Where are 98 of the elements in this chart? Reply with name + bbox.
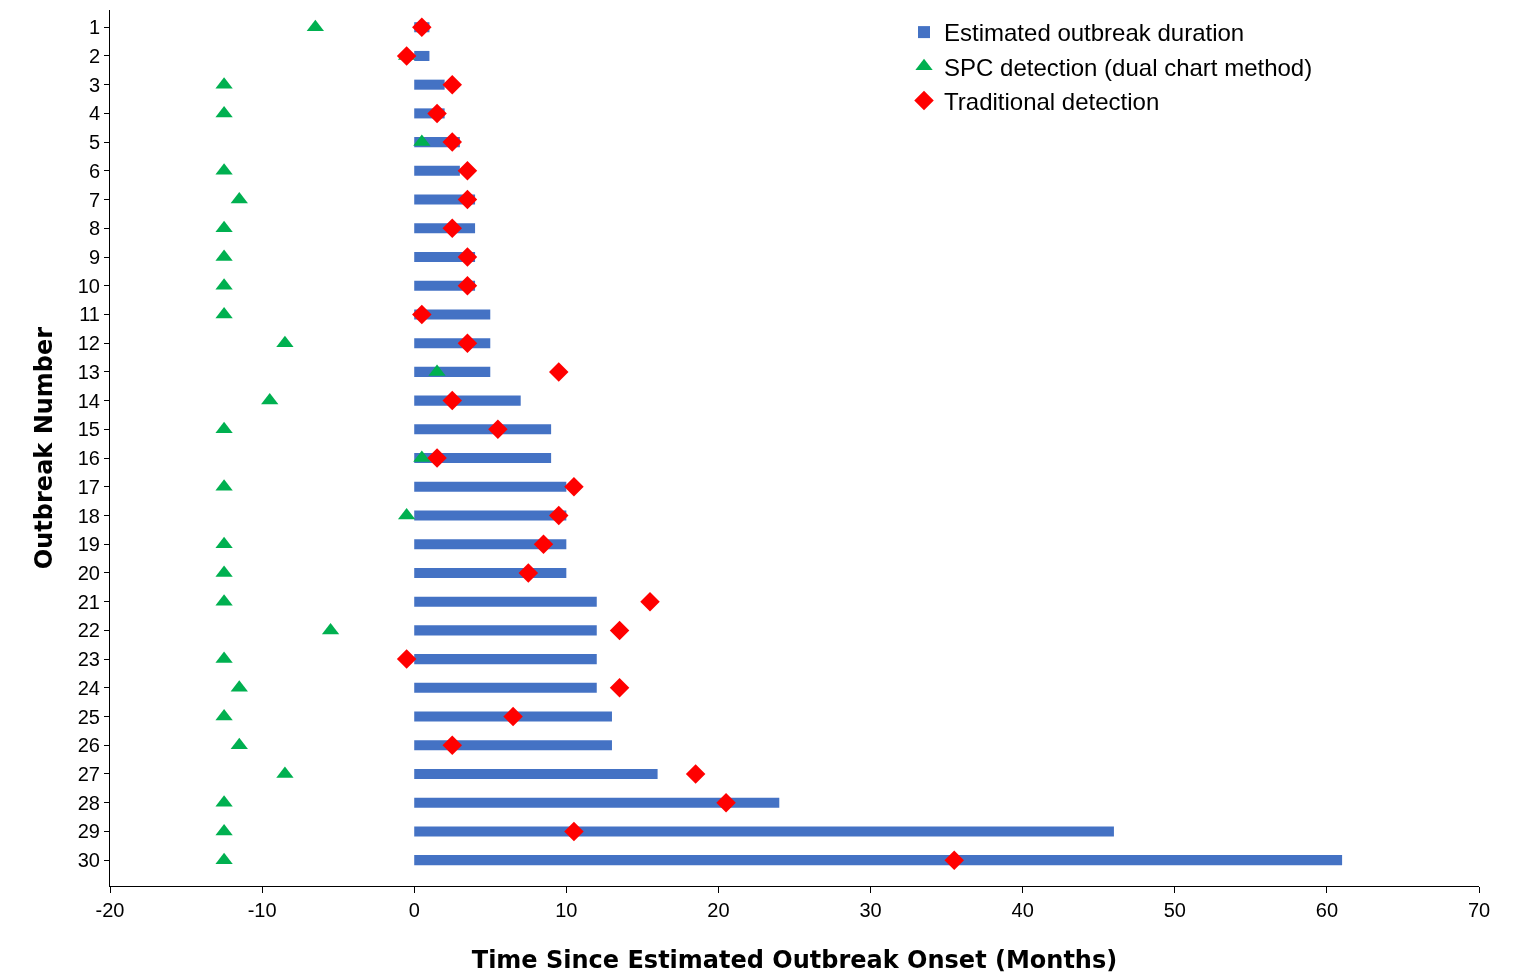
y-tick-label: 15	[77, 418, 100, 441]
point	[215, 220, 233, 233]
y-axis-title: Outbreak Number	[30, 326, 58, 570]
y-tick-label: 3	[88, 73, 100, 96]
y-tick-label: 13	[77, 360, 100, 383]
point	[215, 306, 233, 319]
point	[457, 247, 478, 267]
point	[716, 792, 736, 813]
point	[442, 735, 462, 756]
y-tick-label: 8	[88, 217, 100, 240]
x-tick-label: 50	[1163, 899, 1186, 921]
point	[412, 17, 432, 37]
legend-label: SPC detection (dual chart method)	[944, 53, 1313, 81]
point	[548, 505, 569, 526]
legend-label: Traditional detection	[944, 87, 1160, 115]
bar	[414, 855, 1343, 866]
point	[427, 103, 447, 124]
bar	[414, 567, 567, 578]
legend-label: Estimated outbreak duration	[944, 19, 1245, 47]
bar	[414, 654, 597, 665]
x-tick-label: 20	[707, 899, 730, 921]
bar	[414, 797, 780, 808]
point	[215, 823, 233, 836]
y-tick-label: 17	[77, 475, 100, 498]
y-tick-label: 23	[77, 648, 100, 671]
point	[215, 421, 233, 434]
bar	[414, 740, 612, 751]
point	[564, 821, 584, 842]
point	[548, 362, 569, 382]
y-tick-label: 9	[88, 246, 100, 268]
point	[488, 419, 508, 440]
y-tick-label: 20	[77, 561, 100, 584]
point	[442, 218, 462, 239]
point	[396, 649, 417, 669]
bar	[414, 768, 658, 780]
bar	[414, 826, 1114, 837]
y-tick-label: 14	[77, 389, 100, 412]
point	[533, 534, 554, 554]
x-axis-title: Time Since Estimated Outbreak Onset (Months)	[471, 946, 1118, 974]
bar	[414, 165, 460, 176]
bar	[414, 596, 597, 607]
y-tick-label: 12	[77, 332, 100, 355]
y-tick-label: 18	[77, 504, 100, 527]
y-tick-label: 28	[77, 791, 100, 814]
y-tick-label: 29	[77, 820, 100, 843]
point	[640, 591, 660, 612]
x-tick-label: 40	[1011, 899, 1034, 921]
bar	[414, 50, 430, 61]
point	[564, 477, 584, 497]
x-tick-label: -20	[95, 899, 125, 921]
y-tick-label: 2	[88, 44, 100, 67]
y-tick-label: 4	[88, 102, 100, 125]
x-tick-label: -10	[247, 899, 277, 921]
point	[609, 620, 630, 641]
point	[457, 161, 478, 181]
x-tick-label: 0	[408, 899, 420, 921]
y-tick-label: 21	[77, 590, 100, 613]
bar	[414, 625, 597, 636]
y-tick-label: 7	[88, 188, 100, 211]
point	[442, 132, 462, 152]
point	[427, 448, 447, 468]
point	[457, 333, 478, 353]
y-tick-label: 22	[77, 619, 100, 642]
x-tick-label: 70	[1467, 899, 1491, 921]
bar	[414, 481, 567, 492]
y-tick-label: 24	[77, 676, 100, 699]
point	[457, 189, 478, 210]
y-tick-label: 6	[88, 159, 100, 182]
y-tick-label: 30	[77, 849, 100, 872]
y-tick-label: 5	[88, 131, 100, 154]
x-tick-label: 60	[1315, 899, 1339, 921]
point	[230, 737, 248, 750]
point	[944, 850, 964, 870]
bar	[414, 711, 612, 722]
point	[412, 304, 432, 325]
bar	[414, 79, 445, 90]
y-tick-label: 26	[77, 734, 100, 757]
y-tick-label: 27	[77, 762, 100, 785]
bar	[414, 682, 597, 693]
y-tick-label: 16	[77, 447, 100, 470]
x-tick-label: 10	[555, 899, 578, 921]
point	[215, 105, 233, 118]
point	[503, 706, 523, 727]
point	[457, 275, 478, 296]
point	[685, 764, 706, 784]
y-tick-label: 25	[77, 705, 100, 728]
point	[442, 74, 462, 95]
y-tick-label: 10	[77, 274, 100, 297]
point	[518, 563, 539, 583]
point	[442, 390, 462, 411]
point	[609, 678, 630, 698]
y-tick-label: 19	[77, 533, 100, 556]
point	[396, 46, 417, 66]
y-tick-label: 1	[88, 16, 100, 39]
bar	[414, 539, 567, 550]
y-tick-label: 11	[79, 303, 100, 326]
bar	[414, 510, 567, 521]
x-tick-label: 30	[859, 899, 882, 921]
